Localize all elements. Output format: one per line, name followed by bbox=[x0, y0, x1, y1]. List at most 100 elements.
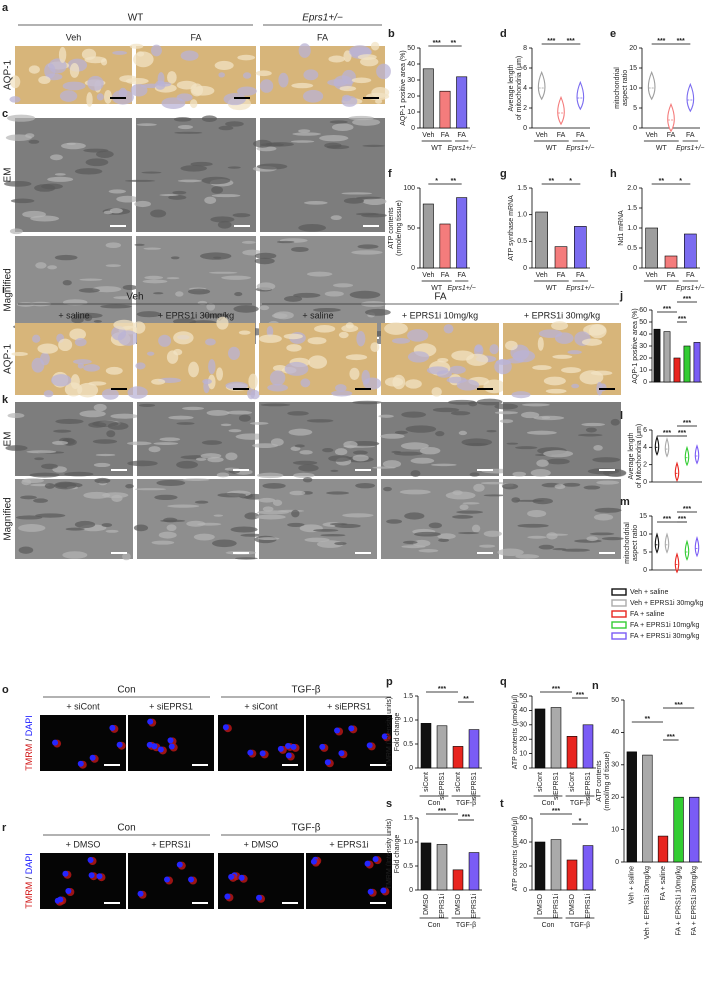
tissue-spot bbox=[345, 354, 368, 361]
em-texture bbox=[212, 539, 237, 548]
em-texture bbox=[217, 492, 247, 498]
sig-label: *** bbox=[552, 686, 560, 693]
sig-label: *** bbox=[657, 38, 665, 45]
em-texture bbox=[29, 472, 60, 478]
y-tick-label: 60 bbox=[639, 307, 647, 314]
x-tick-label: siCont bbox=[423, 772, 430, 792]
stain-label: TMRM / DAPI bbox=[24, 853, 34, 909]
tissue-spot bbox=[62, 81, 86, 91]
tissue-spot bbox=[77, 382, 99, 398]
column-label: + EPRS1i bbox=[329, 839, 368, 849]
em-texture bbox=[530, 469, 551, 477]
y-axis-label: ATP contents (pmole/μl) bbox=[512, 695, 519, 770]
em-texture bbox=[293, 292, 321, 298]
em-texture bbox=[521, 411, 540, 419]
em-texture bbox=[526, 430, 557, 435]
tissue-spot bbox=[242, 72, 252, 79]
em-texture bbox=[473, 483, 485, 492]
cell-nucleus bbox=[228, 873, 235, 880]
em-texture bbox=[326, 491, 350, 495]
em-texture bbox=[182, 478, 210, 482]
panel-letter: e bbox=[610, 28, 616, 40]
em-texture bbox=[230, 526, 258, 533]
em-texture bbox=[233, 305, 259, 313]
em-texture bbox=[393, 451, 423, 456]
sig-label: ** bbox=[645, 716, 651, 723]
sig-label: *** bbox=[576, 692, 584, 699]
tissue-spot bbox=[363, 377, 382, 390]
bar bbox=[582, 845, 594, 891]
em-texture bbox=[394, 430, 408, 435]
em-texture bbox=[391, 450, 402, 454]
tissue-spot bbox=[300, 378, 311, 388]
y-axis-label: of mitochondria (μm) bbox=[516, 56, 523, 120]
y-tick-label: 10 bbox=[407, 109, 415, 116]
em-texture bbox=[352, 400, 383, 405]
tissue-spot bbox=[73, 359, 92, 365]
bar bbox=[554, 246, 568, 269]
em-texture bbox=[113, 296, 137, 300]
x-tick-label: siEPRS1 bbox=[553, 772, 560, 800]
y-axis-label: mitochondrial bbox=[614, 67, 621, 109]
tissue-spot bbox=[335, 384, 347, 392]
micrograph bbox=[127, 316, 260, 400]
tissue-spot bbox=[127, 386, 148, 399]
em-texture bbox=[9, 228, 23, 235]
em-texture bbox=[142, 279, 168, 284]
em-texture bbox=[106, 430, 116, 438]
em-texture bbox=[432, 407, 460, 413]
em-texture bbox=[536, 459, 549, 467]
sig-label: *** bbox=[438, 808, 446, 815]
em-texture bbox=[124, 179, 156, 182]
bar bbox=[439, 223, 451, 269]
em-texture bbox=[151, 540, 175, 545]
em-texture bbox=[160, 519, 186, 523]
em-texture bbox=[22, 210, 46, 218]
em-texture bbox=[515, 446, 538, 450]
tissue-spot bbox=[188, 361, 199, 378]
bar bbox=[582, 724, 594, 769]
em-texture bbox=[293, 472, 315, 478]
em-texture bbox=[546, 458, 570, 465]
em-texture bbox=[7, 114, 36, 122]
tissue-spot bbox=[436, 370, 452, 378]
x-tick-label: FA bbox=[557, 132, 566, 139]
em-texture bbox=[258, 497, 276, 503]
cell-nucleus bbox=[338, 750, 345, 757]
em-texture bbox=[136, 311, 162, 318]
group-label: Eprs1+/− bbox=[447, 145, 475, 152]
y-tick-label: 30 bbox=[611, 762, 619, 769]
sig-label: * bbox=[435, 178, 438, 185]
em-texture bbox=[28, 139, 40, 144]
group-label: Eprs1+/− bbox=[676, 145, 704, 152]
em-texture bbox=[330, 469, 339, 472]
micrograph bbox=[218, 853, 304, 909]
cell-nucleus bbox=[247, 749, 254, 756]
tissue-spot bbox=[151, 44, 162, 57]
y-axis-label: Fold change bbox=[394, 713, 401, 752]
micrograph bbox=[306, 853, 392, 909]
em-texture bbox=[122, 284, 138, 291]
em-texture bbox=[452, 490, 463, 496]
em-texture bbox=[126, 441, 152, 446]
em-texture bbox=[401, 545, 426, 549]
x-tick-label: EPRS1i bbox=[553, 894, 560, 919]
em-texture bbox=[589, 532, 615, 536]
y-axis-label: Average length bbox=[508, 64, 515, 111]
tissue-spot bbox=[205, 338, 216, 346]
group-label: TGF-β bbox=[570, 800, 590, 807]
em-texture bbox=[306, 419, 334, 423]
em-texture bbox=[343, 440, 358, 449]
em-texture bbox=[54, 173, 66, 176]
em-texture bbox=[312, 308, 341, 312]
y-tick-label: 40 bbox=[611, 729, 619, 736]
em-texture bbox=[96, 150, 114, 159]
bar bbox=[436, 844, 448, 891]
tissue-spot bbox=[133, 51, 154, 68]
em-texture bbox=[122, 552, 131, 561]
violin bbox=[674, 552, 680, 574]
em-texture bbox=[172, 190, 187, 195]
em-texture bbox=[405, 425, 437, 433]
em-texture bbox=[170, 256, 180, 260]
bar bbox=[673, 357, 681, 383]
